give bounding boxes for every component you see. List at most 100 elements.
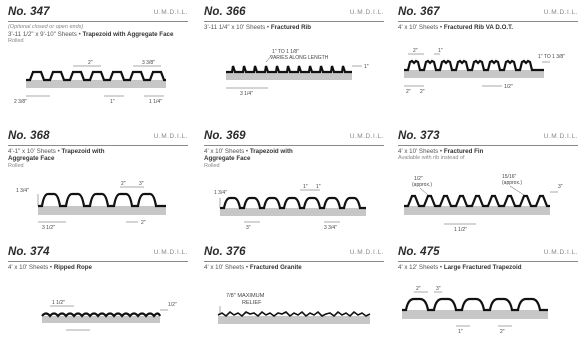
dim-label: 3" (558, 184, 563, 190)
liner-number: No. 376 (204, 246, 246, 258)
spec-size: 4' x 10' Sheets • (398, 24, 444, 31)
dim-label: 1" (364, 64, 369, 70)
liner-373: No. 373 U.M.D.I.L. 4' x 10' Sheets • Fra… (398, 130, 578, 240)
dim-label: 2 3/8" (14, 99, 27, 105)
spec-size: 3'-11 1/2" x 9'-10" Sheets • (8, 30, 83, 38)
dim-label: 3 3/8" (142, 60, 155, 66)
liner-374: No. 374 U.M.D.I.L. 4' x 10' Sheets • Rip… (8, 246, 188, 356)
dim-label: 1" (316, 184, 321, 190)
dim-label: 1" (303, 184, 308, 190)
liner-catalog-sheet: No. 347 U.M.D.I.L. (Optional closed or o… (8, 6, 578, 335)
dim-label: (approx.) (502, 180, 522, 186)
dim-label: 2" (121, 181, 126, 187)
profile-line (38, 192, 166, 208)
dim-label: 1" (458, 329, 463, 335)
profile-base (38, 206, 166, 215)
liner-code: U.M.D.I.L. (153, 9, 188, 16)
liner-header: No. 369 U.M.D.I.L. (204, 130, 384, 146)
liner-code: U.M.D.I.L. (543, 133, 578, 140)
liner-header: No. 373 U.M.D.I.L. (398, 130, 578, 146)
dim-label: (approx.) (412, 182, 432, 188)
profile-diagram: 1" TO 1 1/8" VARIES ALONG LENGTH 1" 3 1/… (226, 49, 369, 97)
spec-name: Fractured Rib VA D.O.T. (443, 24, 513, 31)
profile-base (402, 310, 548, 319)
liner-376: No. 376 U.M.D.I.L. 4' x 10' Sheets • Fra… (204, 246, 384, 356)
liner-note-top: (Optional closed or open ends) (8, 24, 84, 30)
dim-label: 2" (88, 60, 93, 66)
liner-spec: 4' x 10' Sheets • Fractured Rib VA D.O.T… (398, 24, 578, 31)
profile-diagram: 1 1/2" 1/2" (41, 300, 177, 331)
dim-label: 3" (246, 225, 251, 231)
liner-code: U.M.D.I.L. (153, 133, 188, 140)
dim-label: RELIEF (242, 300, 262, 306)
spec-size: 4' x 12' Sheets • (398, 264, 444, 271)
liner-366: No. 366 U.M.D.I.L. 3'-11 1/4" x 10' Shee… (204, 6, 384, 116)
dim-label: 2" (406, 89, 411, 95)
liner-header: No. 366 U.M.D.I.L. (204, 6, 384, 22)
liner-spec: 3'-11 1/2" x 9'-10" Sheets • Trapezoid w… (8, 31, 188, 38)
spec-size: 4'-1" x 10' Sheets • (8, 148, 62, 155)
profile-base (42, 316, 160, 323)
liner-spec: 4'-1" x 10' Sheets • Trapezoid with Aggr… (8, 148, 118, 163)
profile-base (218, 316, 370, 324)
dim-label: 1" TO 1 1/8" (272, 49, 299, 55)
liner-note: Rolled (204, 162, 220, 169)
profile-diagram: 2" 3" 1" 2" (402, 286, 548, 335)
profile-base (404, 206, 550, 215)
profile-line (402, 297, 548, 312)
dim-label: 3 1/4" (240, 91, 253, 97)
liner-367: No. 367 U.M.D.I.L. 4' x 10' Sheets • Fra… (398, 6, 578, 116)
liner-note: Available with rib instead of (398, 155, 465, 162)
spec-size: 4' x 10' Sheets • (8, 264, 54, 271)
profile-diagram: 1 3/4" 1" 1" 3" 3 3/4" (214, 184, 366, 231)
dim-label: 1/2" (414, 176, 423, 182)
liner-spec: 4' x 10' Sheets • Trapezoid with Aggrega… (204, 148, 314, 163)
dim-label: 2" (413, 48, 418, 54)
profile-diagram: 2" 3 3/8" 2 3/8" 1" 1 1/4" (14, 60, 166, 105)
liner-note: Rolled (8, 37, 24, 44)
spec-size: 4' x 10' Sheets • (204, 148, 250, 155)
liner-368: No. 368 U.M.D.I.L. 4'-1" x 10' Sheets • … (8, 130, 188, 240)
liner-code: U.M.D.I.L. (349, 9, 384, 16)
liner-header: No. 475 U.M.D.I.L. (398, 246, 578, 262)
profile-line (217, 310, 371, 318)
spec-name: Ripped Rope (53, 264, 92, 271)
profile-line (226, 65, 352, 74)
liner-369: No. 369 U.M.D.I.L. 4' x 10' Sheets • Tra… (204, 130, 384, 240)
profile-line (404, 194, 550, 208)
dim-label: 1" TO 1 3/8" (538, 54, 565, 60)
profile-line (220, 196, 366, 210)
dim-label: 2" (420, 89, 425, 95)
dim-label: 3 1/2" (42, 225, 55, 231)
dim-label: 1 1/2" (52, 300, 65, 306)
spec-name: Trapezoid with Aggregate Face (82, 30, 174, 38)
spec-name: Fractured Granite (249, 264, 302, 271)
liner-header: No. 368 U.M.D.I.L. (8, 130, 188, 146)
dim-label: 3" (139, 181, 144, 187)
profile-diagram: 7/8" MAXIMUM RELIEF (217, 293, 371, 324)
liner-spec: 4' x 10' Sheets • Fractured Fin (398, 148, 578, 155)
profile-base (226, 72, 352, 80)
dim-label: 1 3/4" (16, 188, 29, 194)
dim-label: 1/2" (504, 84, 513, 90)
profile-base (26, 80, 166, 88)
dim-label: 1" (110, 99, 115, 105)
spec-size: 4' x 10' Sheets • (204, 264, 250, 271)
liner-number: No. 347 (8, 6, 50, 18)
liner-spec: 4' x 10' Sheets • Ripped Rope (8, 264, 188, 271)
spec-name: Fractured Rib (270, 24, 312, 31)
dim-label: 1 3/4" (214, 190, 227, 196)
liner-number: No. 366 (204, 6, 246, 18)
spec-size: 3'-11 1/4" x 10' Sheets • (204, 24, 271, 31)
dim-label: VARIES ALONG LENGTH (270, 55, 329, 61)
liner-spec: 3'-11 1/4" x 10' Sheets • Fractured Rib (204, 24, 384, 31)
profile-diagram: 2" 1" 1" TO 1 3/8" 2" 2" 1/2" (404, 48, 565, 95)
profile-line (41, 312, 162, 318)
profile-line (26, 70, 166, 82)
spec-size: 4' x 10' Sheets • (398, 148, 444, 155)
liner-code: U.M.D.I.L. (543, 9, 578, 16)
dim-label: 3" (436, 286, 441, 292)
liner-number: No. 373 (398, 130, 440, 142)
liner-header: No. 376 U.M.D.I.L. (204, 246, 384, 262)
liner-code: U.M.D.I.L. (153, 249, 188, 256)
